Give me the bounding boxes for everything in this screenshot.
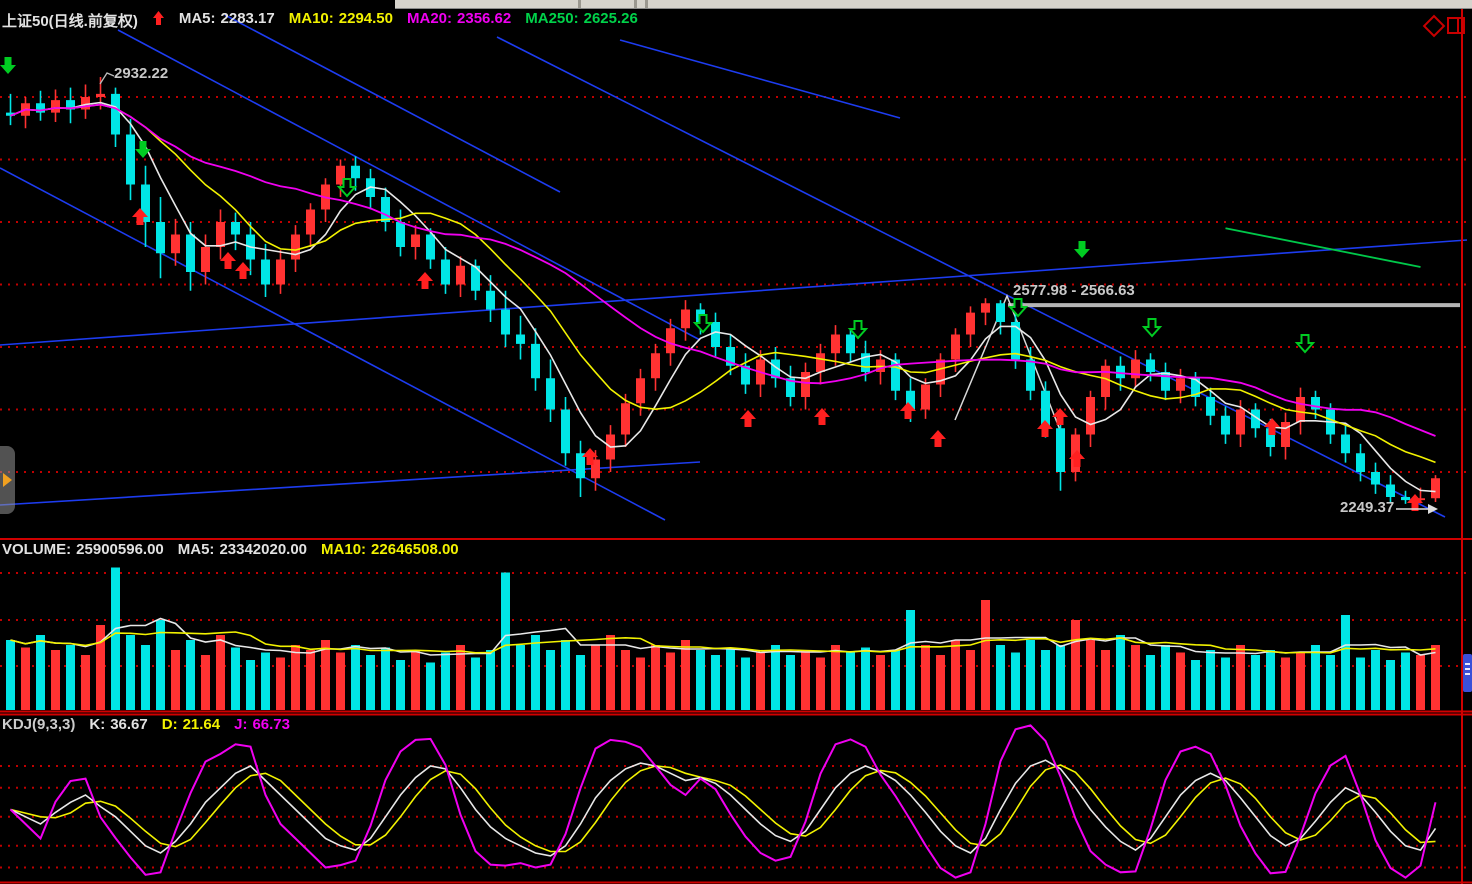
ma250-indicator: MA250: 2625.26 [525,10,638,27]
scrollbar-thumb[interactable] [1463,654,1472,692]
kdj-pane-header: KDJ(9,3,3) K: 36.67 D: 21.64 J: 66.73 [2,716,290,733]
svg-text:2932.22: 2932.22 [114,65,168,82]
ma5-indicator: MA5: 2283.17 [178,10,275,27]
volume-indicator: VOLUME: 25900596.00 [2,541,164,558]
toolbar-divider [645,0,648,8]
svg-text:2249.37: 2249.37 [1340,499,1394,516]
ma20-indicator: MA20: 2356.62 [407,10,512,27]
main-chart-header: 上证50(日线.前复权) MA5: 2283.17 MA10: 2294.50 MA… [2,10,638,31]
up-arrow-icon [152,10,165,31]
split-panes-icon[interactable] [1447,17,1465,34]
svg-text:2577.98 - 2566.63: 2577.98 - 2566.63 [1013,282,1135,299]
kdj-j-indicator: J: 66.73 [234,716,290,733]
volume-ma5-indicator: MA5: 23342020.00 [177,541,308,558]
volume-pane-header: VOLUME: 25900596.00 MA5: 23342020.00 MA10:… [2,541,459,558]
kdj-title: KDJ(9,3,3) [2,716,76,733]
kdj-k-indicator: K: 36.67 [89,716,148,733]
toolbar-divider [578,0,581,8]
kdj-d-indicator: D: 21.64 [161,716,221,733]
expand-arrow-icon [3,473,12,487]
toolbar-divider [634,0,637,8]
toolbar-edge-strip [395,0,1472,9]
ma10-indicator: MA10: 2294.50 [288,10,393,27]
volume-ma10-indicator: MA10: 22646508.00 [321,541,459,558]
sidebar-expand-handle[interactable] [0,446,15,514]
symbol-title: 上证50(日线.前复权) [2,13,138,30]
